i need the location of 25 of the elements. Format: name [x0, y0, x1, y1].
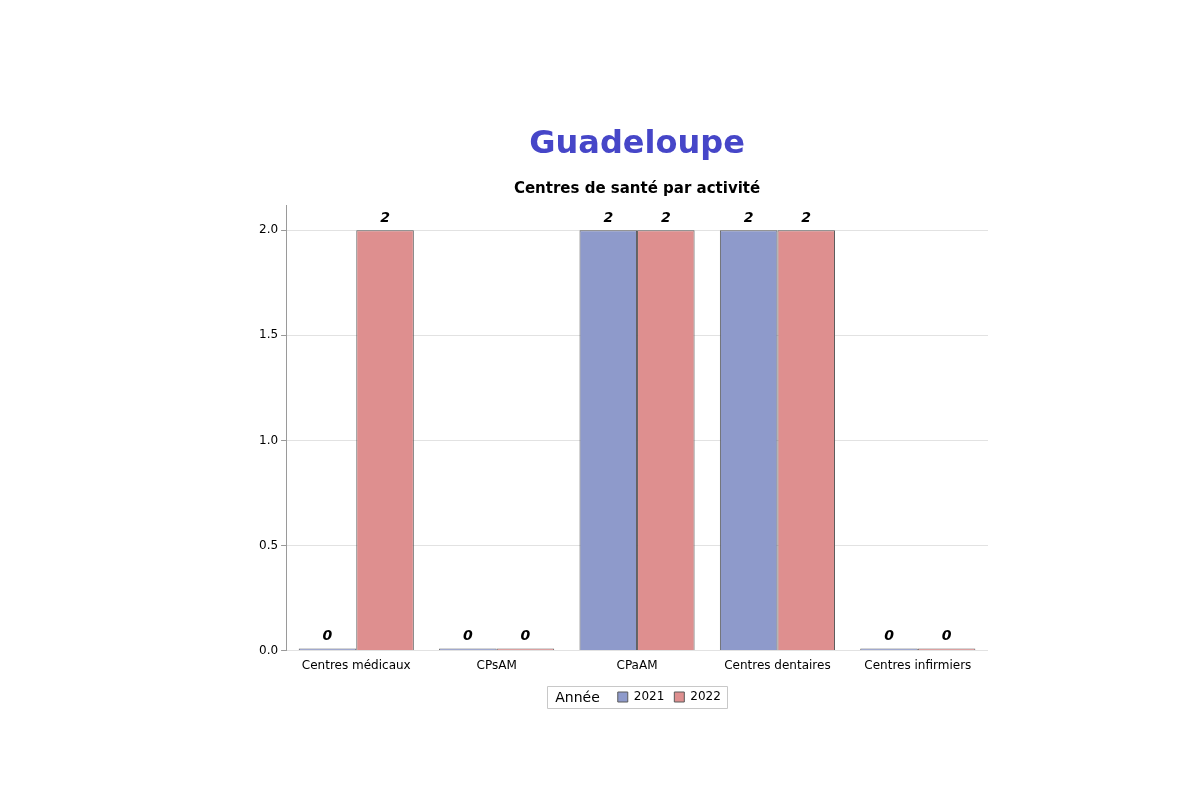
x-tick-label: Centres dentaires [724, 657, 831, 672]
data-label: 0 [322, 627, 333, 644]
data-label: 2 [743, 208, 754, 225]
data-label: 0 [520, 627, 531, 644]
y-tick-label: 0.5 [258, 537, 279, 552]
data-label: 2 [603, 208, 614, 225]
data-label: 2 [660, 208, 671, 225]
legend-label: 2021 [633, 689, 665, 704]
data-label: 2 [380, 208, 390, 225]
data-label: 0 [941, 627, 952, 644]
legend-title: Année [555, 688, 600, 705]
y-tick-label: 2.0 [258, 222, 279, 237]
data-label: 2 [801, 208, 812, 225]
chart-subtitle: Centres de santé par activité [513, 179, 761, 197]
x-tick-label: CPsAM [476, 657, 517, 672]
x-tick-label: Centres médicaux [301, 657, 411, 672]
y-tick-label: 1.5 [258, 327, 279, 342]
y-tick-label: 1.0 [258, 432, 279, 447]
x-tick-label: Centres infirmiers [864, 657, 972, 672]
data-label: 0 [884, 627, 895, 644]
chart-title: Guadeloupe [529, 123, 745, 161]
data-label: 0 [463, 627, 474, 644]
y-tick-label: 0.0 [258, 642, 279, 657]
x-tick-label: CPaAM [616, 657, 658, 672]
legend-label: 2022 [690, 689, 721, 704]
